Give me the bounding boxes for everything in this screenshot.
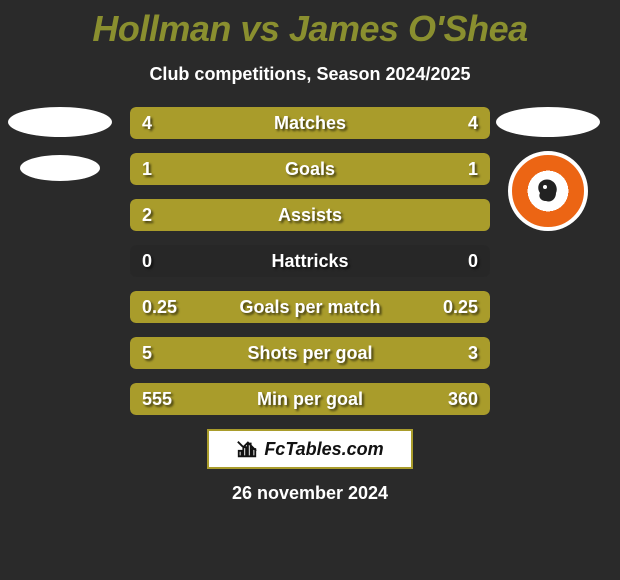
stat-row: 2Assists xyxy=(130,199,490,231)
brand-text: FcTables.com xyxy=(264,439,383,460)
stat-value-right: 1 xyxy=(468,153,478,185)
stat-label: Assists xyxy=(130,199,490,231)
stats-section: 4Matches41Goals12Assists0Hattricks00.25G… xyxy=(0,107,620,415)
stat-row: 1Goals1 xyxy=(130,153,490,185)
player-left-badge xyxy=(8,107,112,237)
placeholder-ellipse-icon xyxy=(496,107,600,137)
stat-label: Goals per match xyxy=(130,291,490,323)
stat-value-right: 4 xyxy=(468,107,478,139)
page-title: Hollman vs James O'Shea xyxy=(92,8,527,50)
stat-value-right: 0.25 xyxy=(443,291,478,323)
placeholder-ellipse-icon xyxy=(20,155,100,181)
brand-logo: FcTables.com xyxy=(207,429,413,469)
stat-row: 0.25Goals per match0.25 xyxy=(130,291,490,323)
stat-row: 4Matches4 xyxy=(130,107,490,139)
stat-label: Goals xyxy=(130,153,490,185)
stat-row: 5Shots per goal3 xyxy=(130,337,490,369)
subtitle: Club competitions, Season 2024/2025 xyxy=(149,64,470,85)
club-crest-icon xyxy=(508,151,588,231)
comparison-infographic: Hollman vs James O'Shea Club competition… xyxy=(0,0,620,580)
stat-rows: 4Matches41Goals12Assists0Hattricks00.25G… xyxy=(130,107,490,415)
footer-date: 26 november 2024 xyxy=(232,483,388,504)
placeholder-ellipse-icon xyxy=(8,107,112,137)
stat-row: 555Min per goal360 xyxy=(130,383,490,415)
stat-label: Shots per goal xyxy=(130,337,490,369)
player-right-badge xyxy=(498,107,598,267)
lion-icon xyxy=(528,171,568,211)
stat-value-right: 0 xyxy=(468,245,478,277)
stat-row: 0Hattricks0 xyxy=(130,245,490,277)
stat-value-right: 360 xyxy=(448,383,478,415)
stat-label: Min per goal xyxy=(130,383,490,415)
stat-label: Hattricks xyxy=(130,245,490,277)
stat-value-right: 3 xyxy=(468,337,478,369)
chart-icon xyxy=(236,438,258,460)
stat-label: Matches xyxy=(130,107,490,139)
